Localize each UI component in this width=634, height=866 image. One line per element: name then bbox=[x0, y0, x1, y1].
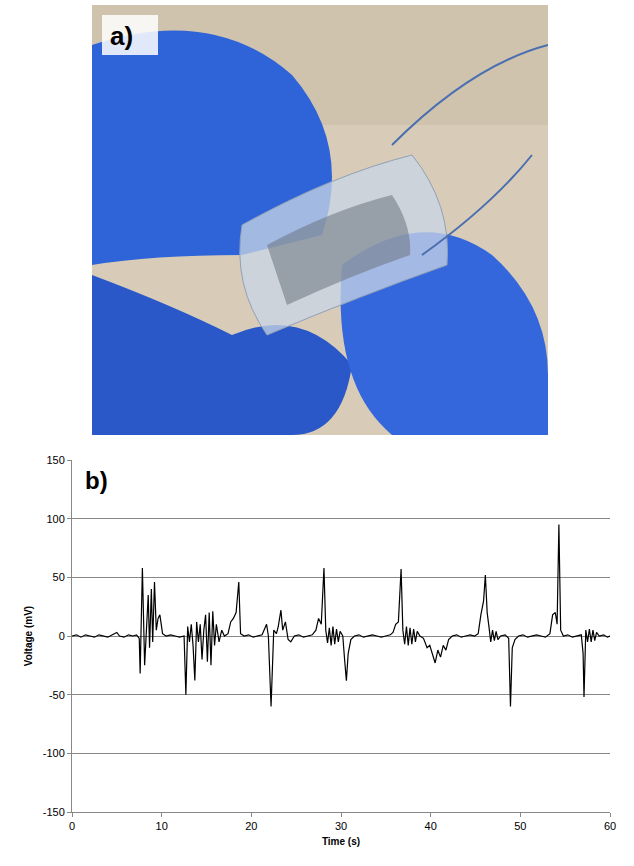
svg-text:0: 0 bbox=[69, 820, 75, 832]
svg-text:100: 100 bbox=[46, 513, 64, 525]
svg-text:150: 150 bbox=[46, 454, 64, 466]
svg-text:-50: -50 bbox=[49, 689, 65, 701]
svg-text:10: 10 bbox=[156, 820, 168, 832]
svg-text:b): b) bbox=[85, 467, 108, 494]
svg-text:-150: -150 bbox=[43, 806, 65, 818]
svg-text:50: 50 bbox=[53, 571, 65, 583]
svg-text:60: 60 bbox=[604, 820, 616, 832]
svg-text:20: 20 bbox=[245, 820, 257, 832]
svg-text:a): a) bbox=[110, 21, 133, 51]
svg-text:40: 40 bbox=[425, 820, 437, 832]
svg-text:Voltage (mV): Voltage (mV) bbox=[23, 606, 34, 666]
svg-text:Time (s): Time (s) bbox=[322, 836, 360, 847]
svg-text:50: 50 bbox=[514, 820, 526, 832]
svg-text:0: 0 bbox=[59, 630, 65, 642]
svg-text:-100: -100 bbox=[43, 747, 65, 759]
svg-text:30: 30 bbox=[335, 820, 347, 832]
